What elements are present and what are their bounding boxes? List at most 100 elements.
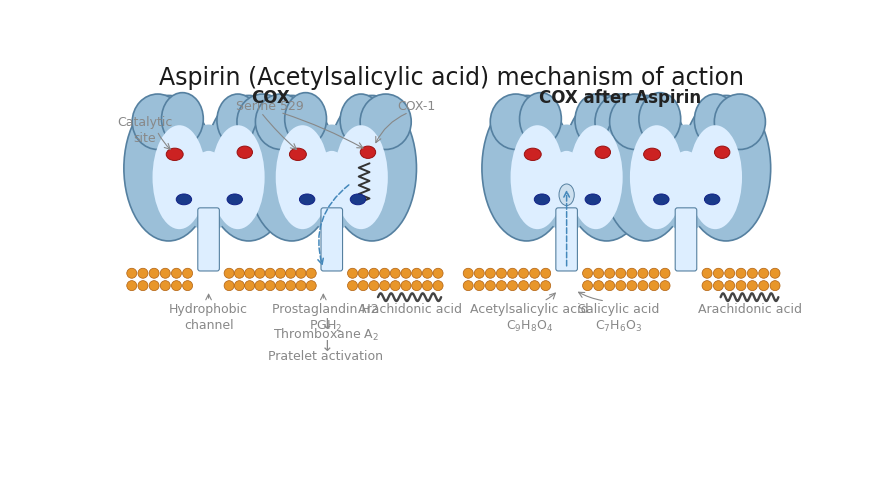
Circle shape [347, 280, 358, 290]
Text: Hydrophobic
channel: Hydrophobic channel [169, 302, 248, 332]
Ellipse shape [211, 125, 264, 229]
Circle shape [463, 268, 473, 278]
Text: Prostaglandin H2
PGH$_2$: Prostaglandin H2 PGH$_2$ [272, 302, 379, 334]
FancyBboxPatch shape [198, 208, 219, 271]
Circle shape [276, 280, 285, 290]
Circle shape [401, 280, 411, 290]
Circle shape [582, 268, 593, 278]
Circle shape [411, 268, 422, 278]
Circle shape [234, 268, 244, 278]
Circle shape [736, 268, 746, 278]
Text: Aspirin (Acetylsalicylic acid) mechanism of action: Aspirin (Acetylsalicylic acid) mechanism… [159, 66, 744, 90]
Circle shape [182, 280, 193, 290]
Ellipse shape [644, 148, 661, 160]
Ellipse shape [511, 125, 564, 229]
Ellipse shape [596, 146, 611, 158]
Circle shape [265, 268, 275, 278]
Ellipse shape [694, 94, 737, 146]
Circle shape [507, 268, 517, 278]
Ellipse shape [167, 148, 183, 160]
Ellipse shape [314, 151, 350, 213]
Circle shape [296, 268, 306, 278]
Ellipse shape [482, 96, 571, 241]
Bar [347, 272, 443, 287]
Circle shape [759, 268, 769, 278]
Circle shape [485, 280, 495, 290]
Text: $\downarrow$: $\downarrow$ [318, 339, 333, 354]
Ellipse shape [217, 94, 259, 146]
Text: Arachidonic acid: Arachidonic acid [698, 302, 802, 316]
Circle shape [714, 268, 723, 278]
Circle shape [255, 268, 265, 278]
Circle shape [160, 280, 170, 290]
Ellipse shape [562, 96, 651, 241]
Ellipse shape [575, 94, 617, 146]
Circle shape [725, 268, 735, 278]
Text: COX: COX [251, 90, 290, 108]
Ellipse shape [520, 92, 561, 146]
Circle shape [463, 280, 473, 290]
Circle shape [285, 280, 296, 290]
Circle shape [380, 280, 389, 290]
Ellipse shape [237, 146, 253, 158]
Ellipse shape [654, 194, 669, 205]
Ellipse shape [190, 151, 226, 213]
Circle shape [160, 268, 170, 278]
Ellipse shape [247, 96, 337, 241]
Circle shape [714, 280, 723, 290]
Circle shape [770, 268, 780, 278]
Circle shape [529, 280, 540, 290]
Bar [582, 272, 670, 287]
Circle shape [245, 268, 255, 278]
Circle shape [736, 280, 746, 290]
Text: Salicylic acid
C$_7$H$_6$O$_3$: Salicylic acid C$_7$H$_6$O$_3$ [578, 302, 660, 334]
Ellipse shape [327, 96, 417, 241]
Circle shape [359, 280, 368, 290]
FancyBboxPatch shape [321, 208, 343, 271]
Ellipse shape [304, 124, 359, 232]
Ellipse shape [351, 194, 366, 205]
Circle shape [747, 268, 758, 278]
Circle shape [638, 268, 648, 278]
Circle shape [307, 280, 316, 290]
Ellipse shape [181, 124, 237, 232]
Circle shape [433, 280, 443, 290]
Ellipse shape [161, 92, 204, 146]
Bar [224, 272, 316, 287]
Text: $\downarrow$: $\downarrow$ [318, 316, 333, 332]
Circle shape [627, 280, 637, 290]
Ellipse shape [152, 125, 206, 229]
Circle shape [276, 268, 285, 278]
Circle shape [127, 280, 137, 290]
Ellipse shape [714, 94, 766, 150]
Ellipse shape [668, 151, 704, 213]
Text: Thromboxane A$_2$: Thromboxane A$_2$ [272, 327, 379, 343]
Circle shape [149, 280, 159, 290]
Ellipse shape [176, 194, 192, 205]
Circle shape [138, 268, 148, 278]
Circle shape [485, 268, 495, 278]
Circle shape [138, 280, 148, 290]
Circle shape [380, 268, 389, 278]
Circle shape [245, 280, 255, 290]
Ellipse shape [559, 184, 574, 206]
Ellipse shape [227, 194, 242, 205]
Circle shape [604, 280, 615, 290]
Circle shape [265, 280, 275, 290]
Ellipse shape [585, 194, 601, 205]
Ellipse shape [490, 94, 541, 150]
Ellipse shape [630, 125, 684, 229]
Circle shape [359, 268, 368, 278]
Ellipse shape [300, 194, 315, 205]
Ellipse shape [601, 96, 691, 241]
Ellipse shape [340, 94, 382, 146]
Circle shape [496, 280, 507, 290]
Ellipse shape [524, 148, 541, 160]
Circle shape [296, 280, 306, 290]
Ellipse shape [610, 94, 661, 150]
Circle shape [474, 268, 485, 278]
Circle shape [594, 280, 603, 290]
Text: COX-1: COX-1 [397, 100, 435, 112]
Bar [463, 272, 552, 287]
Circle shape [422, 280, 433, 290]
